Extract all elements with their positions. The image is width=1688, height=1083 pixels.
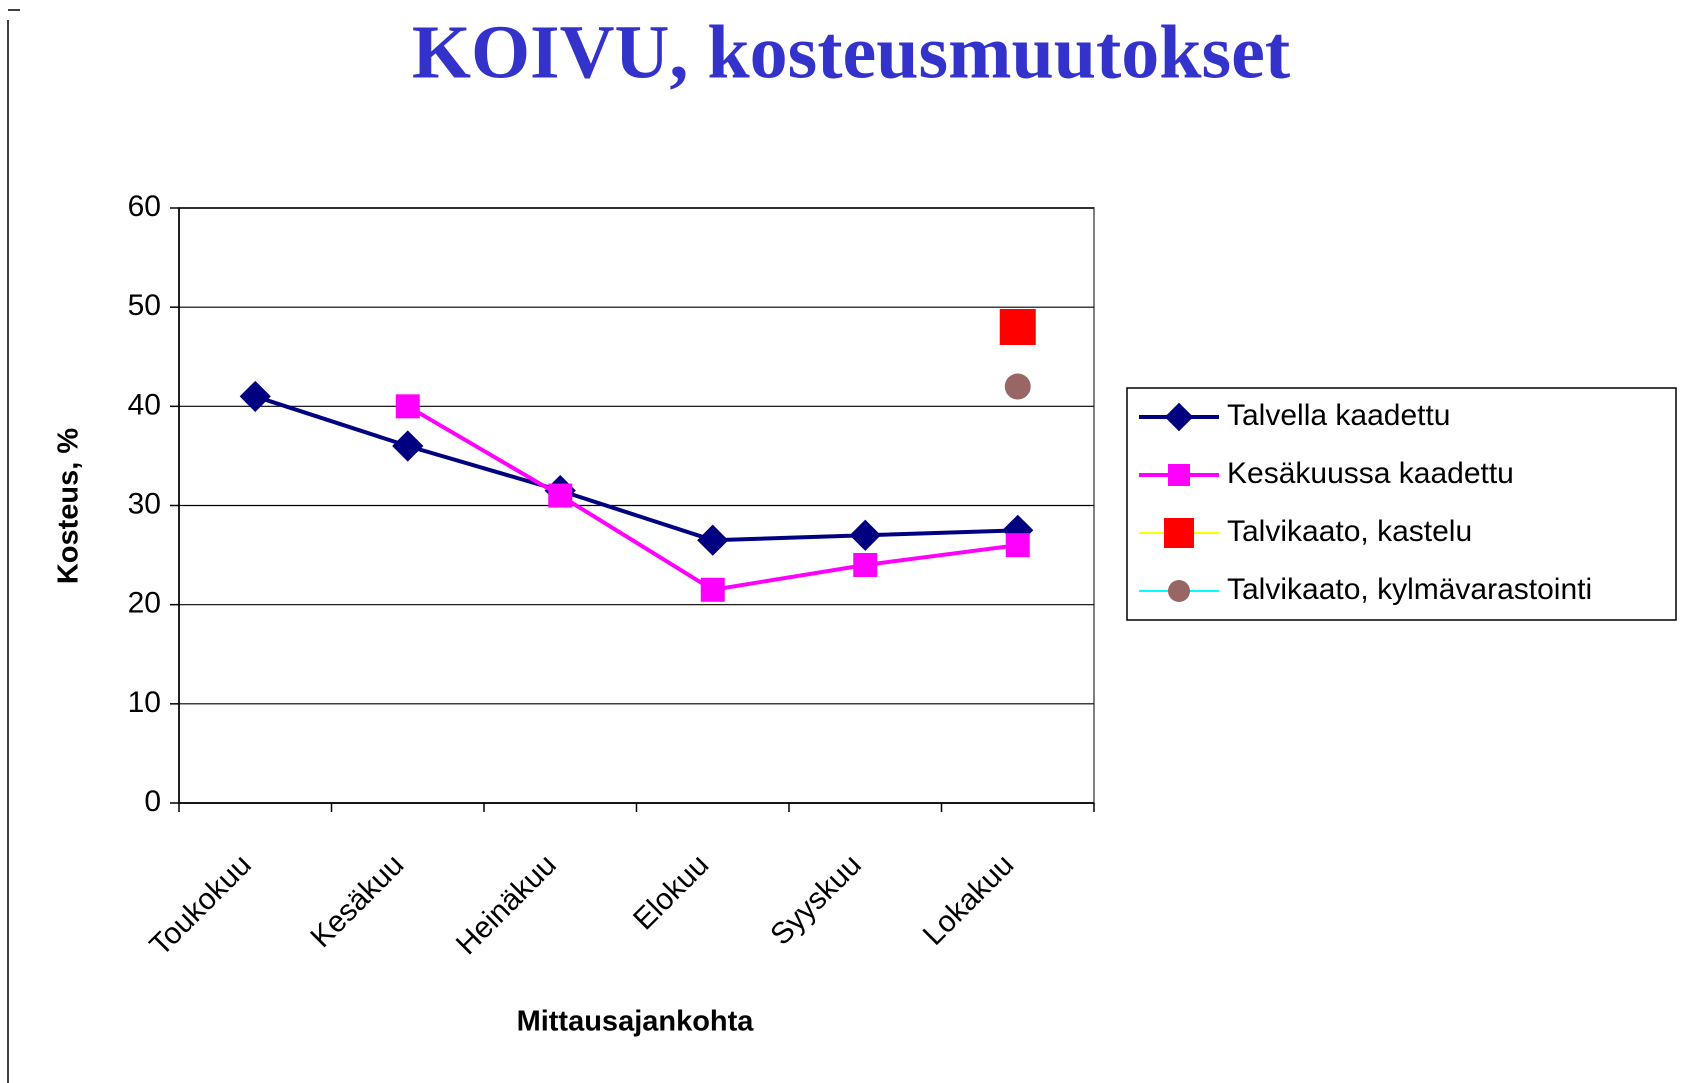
marker (395, 394, 420, 419)
marker (1164, 518, 1194, 548)
x-axis-title: Mittausajankohta (517, 1006, 755, 1038)
legend-label: Kesäkuussa kaadettu (1227, 457, 1514, 490)
x-tick-label: Lokakuu (917, 848, 1021, 952)
y-tick-label: 60 (128, 190, 161, 223)
legend-label: Talvikaato, kastelu (1227, 515, 1472, 548)
y-tick-label: 50 (128, 289, 161, 322)
series-line (254, 394, 1018, 543)
chart-title: KOIVU, kosteusmuutokset (412, 10, 1290, 94)
legend-label: Talvikaato, kylmävarastointi (1227, 573, 1592, 606)
y-axis-title: Kosteus, % (53, 428, 85, 585)
marker (697, 524, 729, 556)
marker (853, 553, 878, 577)
y-tick-label: 10 (128, 686, 161, 719)
marker (548, 483, 573, 508)
marker (700, 577, 725, 602)
y-tick-label: 0 (144, 785, 161, 818)
legend-label: Talvella kaadettu (1227, 399, 1450, 432)
frame (7, 9, 20, 1083)
y-tick-label: 20 (128, 587, 161, 620)
marker (1168, 580, 1190, 602)
x-tick-label: Syyskuu (764, 848, 868, 952)
marker (239, 380, 271, 413)
x-tick-label: Toukokuu (144, 848, 258, 962)
marker (392, 430, 424, 462)
marker (849, 519, 881, 551)
marker (1168, 464, 1190, 486)
legend-box (1126, 387, 1677, 621)
marker (1005, 533, 1030, 558)
x-tick-label: Elokuu (627, 848, 715, 936)
marker (999, 309, 1036, 345)
y-tick-label: 40 (128, 388, 161, 421)
marker (1004, 373, 1031, 400)
x-tick-label: Kesäkuu (304, 848, 410, 954)
marker (1164, 402, 1194, 432)
y-tick-label: 30 (128, 487, 161, 520)
x-tick-label: Heinäkuu (450, 848, 563, 961)
